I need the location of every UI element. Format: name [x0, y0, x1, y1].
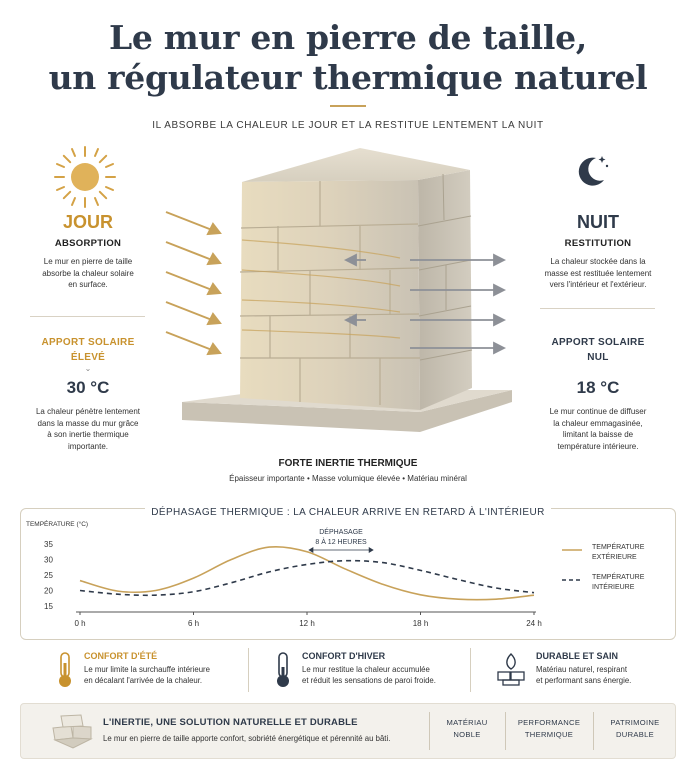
annotation-arrowhead-left — [308, 547, 314, 553]
y-tick-label: 35 — [44, 540, 53, 549]
bottom-banner: L'INERTIE, UNE SOLUTION NATURELLE ET DUR… — [20, 703, 676, 759]
thermal-chart: TEMPÉRATURE (°C) 35 30 25 20 15 0 h 6 h 12 h 18 h… — [22, 514, 672, 638]
night-divider — [540, 308, 655, 309]
y-tick-label: 30 — [44, 556, 53, 565]
legend-label: INTÉRIEURE — [592, 582, 635, 591]
feature-durable-title: DURABLE ET SAIN — [536, 651, 619, 661]
series-line-interior — [79, 559, 535, 597]
feature-winter-title: CONFORT D'HIVER — [302, 651, 386, 661]
legend-label: TEMPÉRATURE — [592, 572, 645, 581]
feature-winter-text: Le mur restitue la chaleur accumulée et … — [302, 665, 436, 685]
banner-divider — [429, 712, 430, 750]
title-line-2: un régulateur thermique naturel — [48, 58, 648, 97]
night-heading: NUIT — [577, 212, 619, 232]
x-tick-label: 6 h — [188, 619, 199, 628]
y-tick-label: 25 — [44, 571, 53, 580]
day-temperature: 30 °C — [66, 378, 110, 397]
annotation-line-2: 8 À 12 HEURES — [315, 537, 367, 546]
wall-caption-text: Épaisseur importante • Masse volumique é… — [229, 474, 467, 483]
title-line-1: Le mur en pierre de taille, — [109, 18, 587, 57]
day-divider — [30, 316, 145, 317]
banner-divider — [505, 712, 506, 750]
x-tick-label: 0 h — [74, 619, 85, 628]
legend-label: EXTÉRIEURE — [592, 552, 637, 561]
day-subheading: ABSORPTION — [54, 238, 122, 249]
chevron-down-icon: ⌄ — [84, 364, 92, 373]
moon-icon — [572, 150, 612, 190]
stone-wall-illustration — [160, 140, 540, 460]
stone-blocks-icon — [49, 712, 95, 750]
bottom-text: Le mur en pierre de taille apporte confo… — [103, 734, 391, 743]
x-tick-label: 24 h — [526, 619, 542, 628]
sun-icon — [52, 144, 118, 210]
badge-patrimoine: PATRIMOINE DURABLE — [610, 718, 660, 739]
night-temperature: 18 °C — [576, 378, 620, 397]
features-row: CONFORT D'ÉTÉ Le mur limite la surchauff… — [20, 648, 676, 694]
y-tick-label: 20 — [44, 587, 53, 596]
y-tick-label: 15 — [44, 602, 53, 611]
day-detail: La chaleur pénètre lentement dans la mas… — [35, 407, 141, 451]
subtitle: IL ABSORBE LA CHALEUR LE JOUR ET LA REST… — [152, 120, 544, 131]
y-axis-label: TEMPÉRATURE (°C) — [26, 519, 88, 528]
thermometer-warm-icon — [54, 651, 76, 689]
annotation-line-1: DÉPHASAGE — [319, 527, 363, 536]
x-tick-label: 18 h — [413, 619, 429, 628]
title-divider — [330, 105, 366, 107]
badge-performance: PERFORMANCE THERMIQUE — [517, 718, 581, 739]
legend-label: TEMPÉRATURE — [592, 542, 645, 551]
night-subheading: RESTITUTION — [564, 238, 632, 249]
day-text: Le mur en pierre de taille absorbe la ch… — [42, 257, 134, 289]
day-heading: JOUR — [62, 212, 113, 232]
day-apport: APPORT SOLAIRE ÉLEVÉ — [41, 337, 135, 363]
x-tick-label: 12 h — [299, 619, 315, 628]
bottom-title: L'INERTIE, UNE SOLUTION NATURELLE ET DUR… — [103, 717, 358, 728]
stone-leaf-icon — [494, 652, 528, 686]
badge-materiau: MATÉRIAU NOBLE — [446, 718, 488, 739]
night-text: La chaleur stockée dans la masse est res… — [544, 257, 652, 289]
banner-divider — [593, 712, 594, 750]
night-detail: Le mur continue de diffuser la chaleur e… — [549, 407, 647, 451]
wall-caption-title: FORTE INERTIE THERMIQUE — [278, 458, 418, 469]
series-line-exterior — [79, 545, 535, 601]
annotation-arrowhead-right — [368, 547, 374, 553]
feature-divider — [248, 648, 249, 692]
chart-panel — [20, 508, 676, 640]
feature-summer-title: CONFORT D'ÉTÉ — [84, 651, 158, 661]
page-title: Le mur en pierre de taille, un régulateu… — [0, 18, 696, 98]
feature-summer-text: Le mur limite la surchauffe intérieure e… — [84, 665, 210, 685]
chart-panel-title: DÉPHASAGE THERMIQUE : LA CHALEUR ARRIVE … — [145, 507, 551, 518]
night-apport: APPORT SOLAIRE NUL — [551, 337, 645, 363]
feature-divider — [470, 648, 471, 692]
feature-durable-text: Matériau naturel, respirant et performan… — [536, 665, 632, 685]
thermometer-cool-icon — [272, 651, 294, 689]
